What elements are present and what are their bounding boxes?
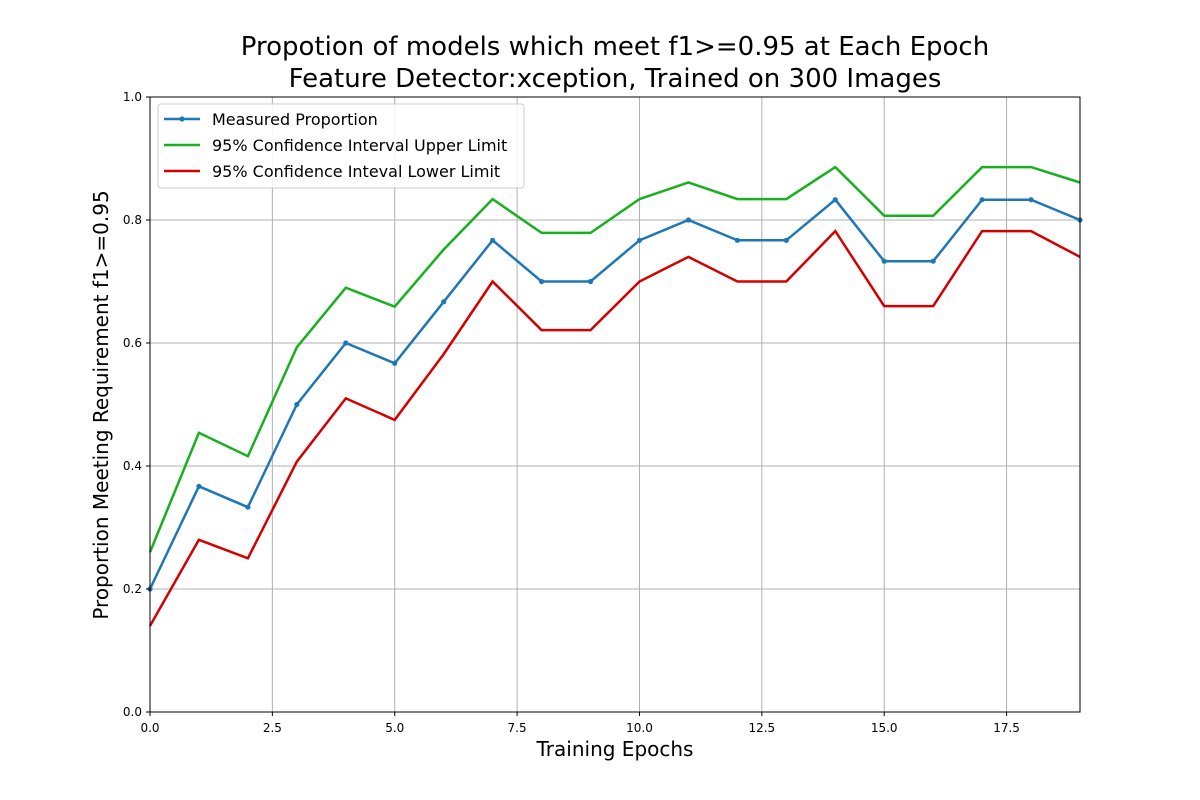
- y-tick-label: 0.0: [123, 705, 142, 719]
- data-point: [881, 258, 887, 264]
- x-tick-label: 0.0: [140, 721, 159, 735]
- data-point: [685, 217, 692, 223]
- x-tick-label: 2.5: [263, 721, 282, 735]
- grid-lines: [149, 96, 1080, 713]
- series-line: [148, 229, 1081, 627]
- x-tick-label: 10.0: [626, 721, 653, 735]
- x-tick-label: 17.5: [993, 721, 1020, 735]
- series-layer: [147, 165, 1083, 627]
- legend-label: Measured Proportion: [212, 110, 378, 129]
- data-point: [930, 258, 936, 264]
- data-point: [245, 504, 251, 510]
- series-1: [147, 197, 1083, 592]
- y-axis-label: Proportion Meeting Requirement f1>=0.95: [89, 190, 113, 619]
- x-axis-label: Training Epochs: [536, 737, 694, 761]
- legend-entry: 95% Confidence Inteval Lower Limit: [164, 162, 500, 181]
- data-point: [587, 278, 594, 285]
- series-line: [148, 197, 1081, 590]
- legend-box: [157, 103, 525, 189]
- y-tick-label: 0.2: [123, 582, 142, 596]
- legend-label: 95% Confidence Inteval Lower Limit: [212, 162, 500, 181]
- data-point: [538, 278, 545, 285]
- data-point: [294, 401, 300, 408]
- data-point: [392, 360, 398, 366]
- y-tick-label: 1.0: [123, 90, 142, 104]
- x-tick-label: 5.0: [385, 721, 404, 735]
- legend-entry: Measured Proportion: [164, 110, 378, 129]
- legend-marker: [179, 116, 185, 122]
- plot-area: [149, 96, 1081, 713]
- data-point: [832, 197, 838, 203]
- legend: Measured Proportion 95% Confidence Interv…: [157, 103, 525, 189]
- y-tick-label: 0.4: [123, 459, 142, 473]
- data-point: [636, 237, 643, 243]
- data-point: [343, 340, 349, 346]
- data-point: [196, 483, 202, 489]
- x-tick-label: 15.0: [871, 721, 898, 735]
- data-point: [734, 237, 740, 243]
- data-point: [441, 299, 447, 305]
- data-point: [783, 237, 789, 243]
- y-tick-label: 0.6: [123, 336, 142, 350]
- y-axis-ticks: 0.0 0.2 0.4 0.6 0.8 1.0: [123, 90, 150, 719]
- data-point: [979, 197, 985, 203]
- data-point: [1028, 197, 1034, 203]
- chart-subtitle: Feature Detector:xception, Trained on 30…: [289, 64, 942, 94]
- legend-entry: 95% Confidence Interval Upper Limit: [164, 136, 507, 155]
- legend-label: 95% Confidence Interval Upper Limit: [212, 136, 507, 155]
- x-axis-ticks: 0.0 2.5 5.0 7.5 10.0 12.5 15.0 17.5: [140, 712, 1020, 735]
- x-tick-label: 12.5: [748, 721, 775, 735]
- series-line: [148, 165, 1081, 553]
- series-3: [148, 229, 1081, 627]
- x-tick-label: 7.5: [508, 721, 527, 735]
- series-2: [148, 165, 1081, 553]
- data-point: [490, 237, 496, 243]
- y-tick-label: 0.8: [123, 213, 142, 227]
- chart-title: Propotion of models which meet f1>=0.95 …: [241, 32, 989, 62]
